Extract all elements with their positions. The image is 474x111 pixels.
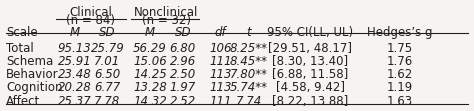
Text: t: t — [246, 27, 251, 40]
Text: 113: 113 — [209, 68, 232, 81]
Text: [4.58, 9.42]: [4.58, 9.42] — [275, 81, 345, 94]
Text: 7.78: 7.78 — [94, 94, 120, 108]
Text: 7.01: 7.01 — [94, 55, 120, 68]
Text: 15.06: 15.06 — [133, 55, 167, 68]
Text: 14.25: 14.25 — [133, 68, 167, 81]
Text: 20.28: 20.28 — [57, 81, 91, 94]
Text: [8.22, 13.88]: [8.22, 13.88] — [272, 94, 348, 108]
Text: Behavior: Behavior — [6, 68, 59, 81]
Text: 23.48: 23.48 — [57, 68, 91, 81]
Text: M: M — [69, 27, 80, 40]
Text: 6.77: 6.77 — [94, 81, 120, 94]
Text: 2.50: 2.50 — [170, 68, 196, 81]
Text: 95.13: 95.13 — [57, 42, 91, 55]
Text: Nonclinical: Nonclinical — [134, 6, 199, 19]
Text: 25.37: 25.37 — [57, 94, 91, 108]
Text: [8.30, 13.40]: [8.30, 13.40] — [272, 55, 348, 68]
Text: [6.88, 11.58]: [6.88, 11.58] — [272, 68, 348, 81]
Text: 6.80: 6.80 — [170, 42, 196, 55]
Text: 56.29: 56.29 — [133, 42, 167, 55]
Text: 7.80**: 7.80** — [230, 68, 268, 81]
Text: 25.79: 25.79 — [91, 42, 124, 55]
Text: 1.97: 1.97 — [170, 81, 196, 94]
Text: SD: SD — [174, 27, 191, 40]
Text: Hedges’s g: Hedges’s g — [367, 27, 432, 40]
Text: (n = 32): (n = 32) — [142, 14, 191, 27]
Text: 7.74: 7.74 — [236, 94, 262, 108]
Text: Cognition: Cognition — [6, 81, 63, 94]
Text: 13.28: 13.28 — [133, 81, 167, 94]
Text: 1.75: 1.75 — [386, 42, 413, 55]
Text: 113: 113 — [209, 81, 232, 94]
Text: SD: SD — [99, 27, 116, 40]
Text: df: df — [215, 27, 226, 40]
Text: 8.45**: 8.45** — [230, 55, 268, 68]
Text: 1.19: 1.19 — [386, 81, 413, 94]
Text: Schema: Schema — [6, 55, 54, 68]
Text: 14.32: 14.32 — [133, 94, 167, 108]
Text: 111: 111 — [209, 94, 232, 108]
Text: Affect: Affect — [6, 94, 40, 108]
Text: Scale: Scale — [6, 27, 38, 40]
Text: 106: 106 — [209, 42, 232, 55]
Text: 25.91: 25.91 — [57, 55, 91, 68]
Text: 1.63: 1.63 — [386, 94, 413, 108]
Text: 2.96: 2.96 — [170, 55, 196, 68]
Text: (n = 84): (n = 84) — [66, 14, 116, 27]
Text: 95% CI(LL, UL): 95% CI(LL, UL) — [267, 27, 353, 40]
Text: [29.51, 48.17]: [29.51, 48.17] — [268, 42, 352, 55]
Text: 2.52: 2.52 — [170, 94, 196, 108]
Text: Total: Total — [6, 42, 34, 55]
Text: 1.62: 1.62 — [386, 68, 413, 81]
Text: Clinical: Clinical — [70, 6, 112, 19]
Text: M: M — [145, 27, 155, 40]
Text: 5.74**: 5.74** — [230, 81, 268, 94]
Text: 6.50: 6.50 — [94, 68, 120, 81]
Text: 111: 111 — [209, 55, 232, 68]
Text: 8.25**: 8.25** — [230, 42, 268, 55]
Text: 1.76: 1.76 — [386, 55, 413, 68]
